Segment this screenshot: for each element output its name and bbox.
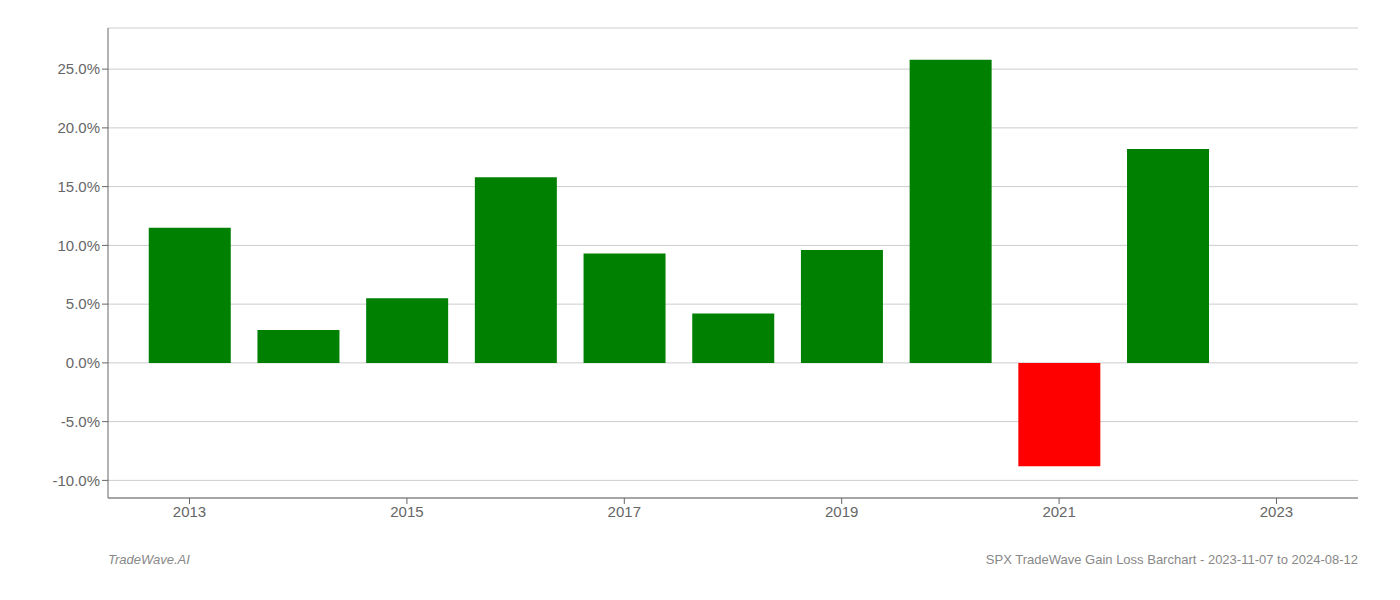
svg-text:-5.0%: -5.0% <box>61 413 100 430</box>
svg-text:2017: 2017 <box>608 503 641 520</box>
svg-text:2023: 2023 <box>1260 503 1293 520</box>
svg-text:2019: 2019 <box>825 503 858 520</box>
svg-text:20.0%: 20.0% <box>57 119 100 136</box>
svg-text:-10.0%: -10.0% <box>52 472 100 489</box>
svg-text:2015: 2015 <box>390 503 423 520</box>
svg-text:15.0%: 15.0% <box>57 178 100 195</box>
svg-text:2021: 2021 <box>1042 503 1075 520</box>
html-text:TradeWave.AI: TradeWave.AI <box>108 552 190 567</box>
svg-text:25.0%: 25.0% <box>57 60 100 77</box>
svg-text:10.0%: 10.0% <box>57 237 100 254</box>
svg-text:5.0%: 5.0% <box>66 295 100 312</box>
html-text:SPX TradeWave Gain Loss Barcha: SPX TradeWave Gain Loss Barchart - 2023-… <box>985 552 1358 567</box>
svg-text:2013: 2013 <box>173 503 206 520</box>
svg-text:0.0%: 0.0% <box>66 354 100 371</box>
